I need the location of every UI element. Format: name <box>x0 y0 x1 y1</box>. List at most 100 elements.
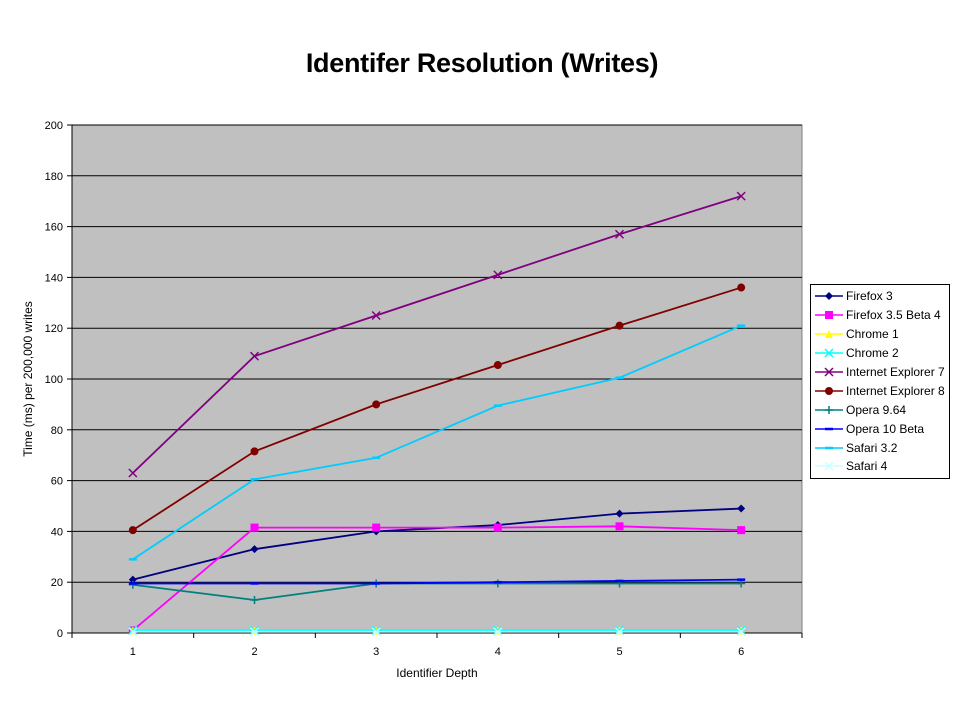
legend-item: Opera 9.64 <box>811 400 949 419</box>
data-point <box>493 361 502 370</box>
x-axis-label: Identifier Depth <box>396 666 477 680</box>
grid-lines <box>72 124 802 583</box>
data-point <box>372 523 381 532</box>
legend-swatch <box>815 330 843 339</box>
legend-swatch <box>815 427 843 430</box>
data-point <box>250 523 259 532</box>
legend-label: Internet Explorer 8 <box>846 383 945 398</box>
data-point <box>493 579 502 588</box>
legend-marker <box>824 348 834 358</box>
series-safari-3-2 <box>128 324 746 561</box>
legend-item: Chrome 1 <box>811 325 949 344</box>
legend-item: Firefox 3 <box>811 287 949 306</box>
series-internet-explorer-8 <box>128 283 746 535</box>
data-point <box>128 468 138 478</box>
legend-label: Internet Explorer 7 <box>846 365 945 379</box>
axes: 0 20 40 60 80 100 120 140 160 180 200 1 2 3 4 5 6 <box>45 120 803 658</box>
y-tick-label: 200 <box>45 120 63 132</box>
data-point <box>371 625 381 635</box>
chart-title: Identifer Resolution (Writes) <box>305 48 659 78</box>
data-point <box>493 627 503 637</box>
legend-item: Chrome 2 <box>811 344 949 363</box>
legend-item: Opera 10 Beta <box>811 419 949 438</box>
legend-marker <box>825 386 833 395</box>
series-chrome-2 <box>128 625 746 635</box>
data-point <box>372 400 381 409</box>
data-point <box>737 283 746 292</box>
x-tick-label: 3 <box>373 646 379 658</box>
series-line <box>132 324 742 561</box>
data-point <box>736 191 746 201</box>
x-tick-label: 5 <box>616 646 622 658</box>
data-point <box>737 526 746 535</box>
series-safari-4 <box>128 627 746 637</box>
data-point <box>615 509 624 518</box>
data-point <box>128 580 137 589</box>
legend-label: Safari 4 <box>846 459 888 474</box>
data-point <box>250 447 259 456</box>
data-point <box>249 627 260 637</box>
legend-marker <box>825 330 833 339</box>
y-tick-label: 140 <box>45 272 63 284</box>
y-tick-label: 100 <box>45 374 63 386</box>
series-layer <box>128 191 746 637</box>
data-point <box>371 627 381 637</box>
legend-marker <box>824 461 834 471</box>
y-tick-label: 120 <box>45 323 63 335</box>
legend-label: Safari 3.2 <box>846 440 898 455</box>
data-point <box>250 595 259 604</box>
x-tick-label: 6 <box>738 646 744 658</box>
data-point <box>250 545 259 554</box>
x-tick-label: 2 <box>251 646 257 658</box>
legend-marker <box>825 292 833 301</box>
series-line <box>132 525 742 632</box>
data-point <box>614 229 625 239</box>
data-point <box>614 627 625 637</box>
legend-marker <box>825 311 833 320</box>
legend-label: Firefox 3 <box>846 289 893 304</box>
series-opera-10-beta <box>128 578 746 585</box>
data-point <box>615 522 624 531</box>
data-point <box>736 625 746 635</box>
y-axis-label: Time (ms) per 200,000 writes <box>21 301 35 457</box>
data-point <box>371 310 381 321</box>
data-point <box>737 504 746 513</box>
legend-label: Opera 10 Beta <box>846 421 925 436</box>
y-tick-label: 40 <box>51 526 63 538</box>
data-point <box>128 627 138 637</box>
legend: Firefox 3 Firefox 3.5 Beta 4 Chrome 1 Chrom… <box>810 284 950 479</box>
legend-item: Firefox 3.5 Beta 4 <box>811 306 949 325</box>
legend-marker <box>825 405 833 414</box>
legend-label: Chrome 1 <box>846 327 899 342</box>
data-point <box>249 625 260 635</box>
legend-item: Safari 4 <box>811 457 949 476</box>
y-tick-label: 20 <box>51 577 63 589</box>
y-tick-label: 60 <box>51 476 63 488</box>
x-tick-label: 4 <box>495 646 501 658</box>
series-internet-explorer-7 <box>128 191 746 478</box>
legend-item: Internet Explorer 8 <box>811 381 949 400</box>
series-line <box>132 578 742 585</box>
legend-item: Safari 3.2 <box>811 438 949 457</box>
y-tick-label: 160 <box>45 222 63 234</box>
data-point <box>614 625 625 635</box>
legend-label: Chrome 2 <box>846 346 899 361</box>
legend-swatch <box>815 386 843 395</box>
y-tick-label: 80 <box>51 425 63 437</box>
data-point <box>128 625 138 635</box>
data-point <box>249 351 260 361</box>
data-point <box>615 321 624 330</box>
legend-swatch <box>815 367 843 377</box>
legend-item: Internet Explorer 7 <box>811 363 949 382</box>
data-point <box>493 625 503 635</box>
legend-swatch <box>815 405 843 414</box>
legend-label: Firefox 3.5 Beta 4 <box>846 308 941 323</box>
legend-swatch <box>815 461 843 471</box>
y-tick-label: 180 <box>45 171 63 183</box>
legend-swatch <box>815 311 843 320</box>
legend-swatch <box>815 292 843 301</box>
series-line <box>132 195 742 474</box>
x-tick-label: 1 <box>130 646 136 658</box>
data-point <box>128 526 137 535</box>
